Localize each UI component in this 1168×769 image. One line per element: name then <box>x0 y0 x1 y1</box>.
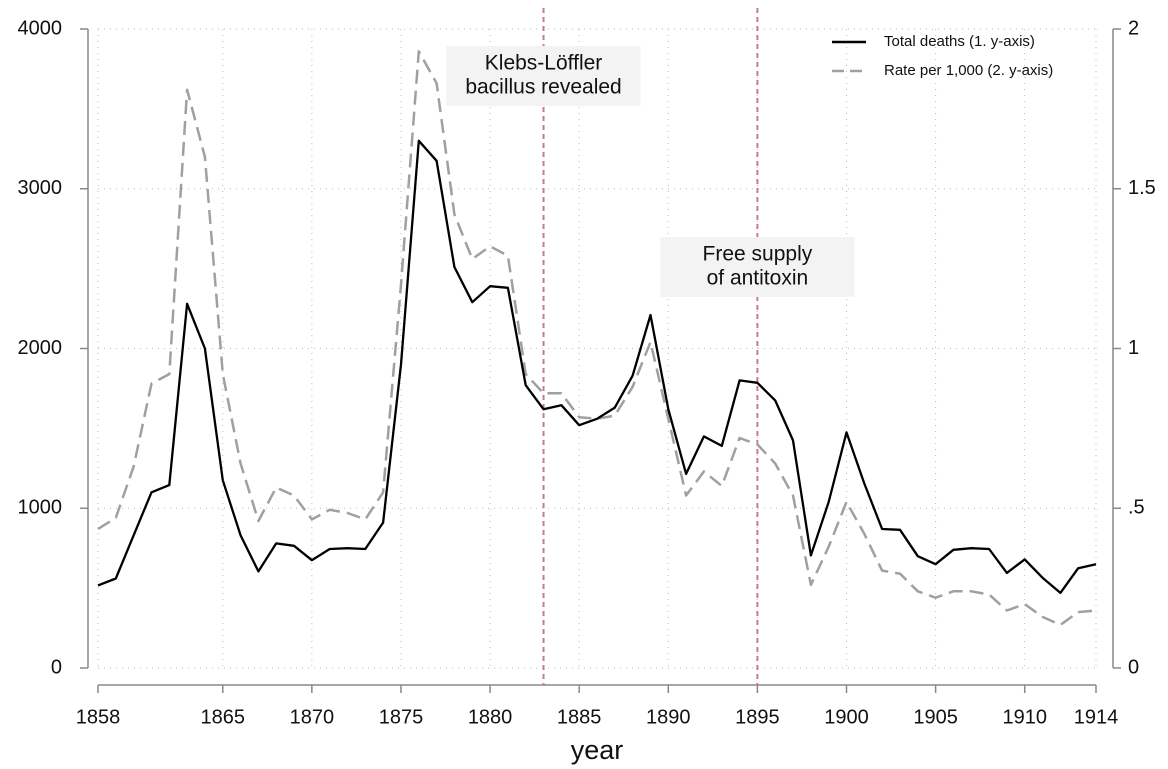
y-tick-label: 2000 <box>18 337 63 359</box>
annotation-box <box>660 237 855 297</box>
annotation-text: bacillus revealed <box>465 76 621 99</box>
annotation-text: Klebs-Löffler <box>485 52 603 75</box>
x-tick-label: 1858 <box>76 706 121 728</box>
x-axis-label: year <box>571 735 624 765</box>
x-tick-label: 1910 <box>1002 706 1047 728</box>
y2-tick-label: 2 <box>1128 17 1139 39</box>
x-tick-label: 1900 <box>824 706 869 728</box>
x-tick-label: 1890 <box>646 706 691 728</box>
x-tick-label: 1865 <box>201 706 246 728</box>
x-tick-label: 1870 <box>290 706 335 728</box>
x-tick-label: 1905 <box>913 706 958 728</box>
y-tick-label: 1000 <box>18 497 63 519</box>
y-tick-label: 0 <box>51 656 62 678</box>
legend-label: Total deaths (1. y-axis) <box>884 33 1035 50</box>
annotation-text: Free supply <box>703 243 813 266</box>
y2-tick-label: 0 <box>1128 656 1139 678</box>
x-tick-label: 1895 <box>735 706 780 728</box>
legend-label: Rate per 1,000 (2. y-axis) <box>884 62 1053 79</box>
x-tick-label: 1880 <box>468 706 513 728</box>
series-line <box>97 50 1097 627</box>
x-tick-label: 1914 <box>1074 706 1119 728</box>
y2-tick-label: 1 <box>1128 337 1139 359</box>
annotation-text: of antitoxin <box>707 267 809 290</box>
x-tick-label: 1875 <box>379 706 424 728</box>
y2-tick-label: .5 <box>1128 497 1145 519</box>
y-tick-label: 3000 <box>18 177 63 199</box>
annotation-box <box>446 46 641 106</box>
x-tick-label: 1885 <box>557 706 602 728</box>
y2-tick-label: 1.5 <box>1128 177 1156 199</box>
y-tick-label: 4000 <box>18 17 63 39</box>
series-line <box>97 139 1097 595</box>
